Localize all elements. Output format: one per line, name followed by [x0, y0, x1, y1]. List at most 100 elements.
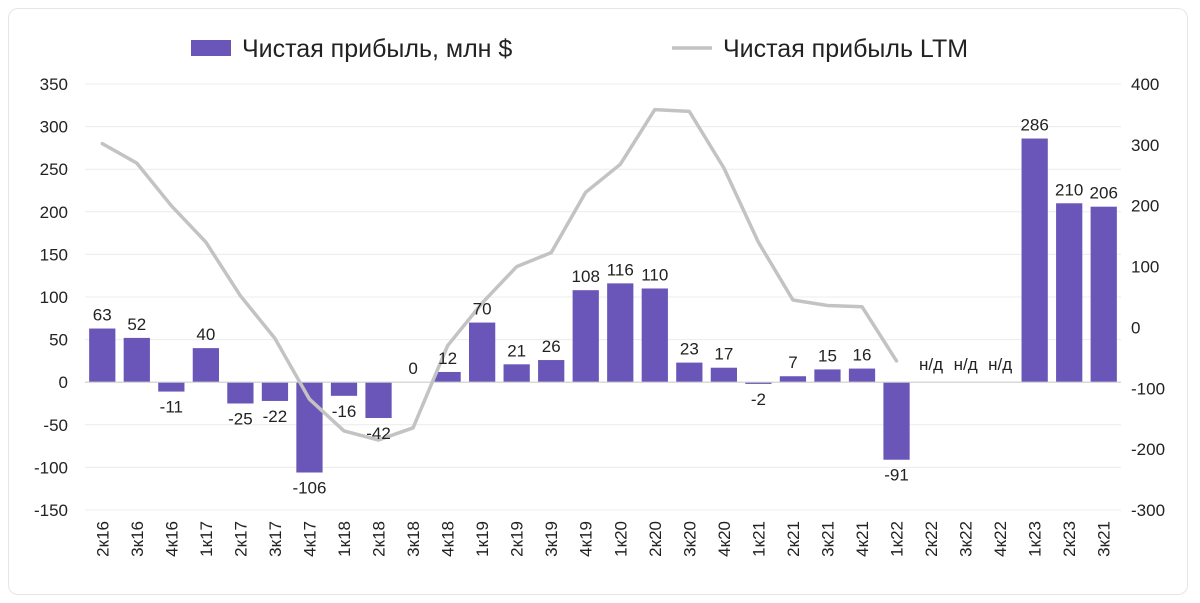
- bar: [745, 382, 772, 384]
- bar: [1090, 206, 1117, 383]
- x-tick-label: 4к18: [439, 521, 458, 557]
- x-tick-label: 4к20: [715, 521, 734, 557]
- bar: [365, 382, 392, 418]
- legend-label-bar: Чистая прибыль, млн $: [242, 35, 512, 63]
- bar: [330, 382, 358, 396]
- y-left-tick-label: 50: [49, 331, 68, 350]
- x-tick-label: 3к20: [680, 521, 699, 557]
- y-left-tick-label: -100: [34, 458, 68, 477]
- x-tick-label: 4к22: [991, 521, 1010, 557]
- y-right-tick-label: -200: [1131, 440, 1165, 459]
- x-tick-label: 2к19: [508, 521, 527, 557]
- y-right-tick-label: 400: [1131, 75, 1159, 94]
- x-tick-label: 2к23: [1060, 521, 1079, 557]
- data-label: 40: [196, 325, 215, 344]
- x-tick-label: 2к17: [231, 521, 250, 557]
- data-label: н/д: [954, 355, 978, 374]
- x-tick-label: 2к18: [370, 521, 389, 557]
- data-label: -2: [751, 390, 766, 409]
- data-label: -11: [160, 398, 183, 417]
- y-left-tick-label: -150: [34, 501, 68, 520]
- bar: [123, 337, 150, 383]
- ltm-line: [100, 107, 899, 442]
- bar: [641, 288, 668, 383]
- x-tick-label: 2к20: [646, 521, 665, 557]
- y-left-tick-label: -50: [43, 416, 68, 435]
- bar: [814, 369, 841, 383]
- data-label: -91: [884, 466, 909, 485]
- y-left-tick-label: 200: [40, 203, 68, 222]
- data-label: 116: [607, 260, 634, 279]
- data-label: 210: [1055, 180, 1083, 199]
- data-label: -42: [366, 424, 391, 443]
- data-label: 23: [680, 340, 699, 359]
- data-label: 21: [507, 341, 526, 360]
- data-label: н/д: [988, 355, 1012, 374]
- data-label: -106: [292, 479, 326, 498]
- data-label: 16: [853, 346, 872, 365]
- x-tick-label: 2к22: [922, 521, 941, 557]
- x-tick-label: 2к21: [784, 521, 803, 557]
- x-tick-label: 3к18: [404, 521, 423, 557]
- x-tick-label: 1к17: [197, 521, 216, 557]
- bar: [1021, 138, 1048, 383]
- bar: [192, 348, 219, 383]
- y-left-tick-label: 300: [40, 118, 68, 137]
- bar: [227, 382, 254, 404]
- x-tick-label: 4к19: [577, 521, 596, 557]
- data-label: -16: [332, 402, 357, 421]
- x-tick-label: 4к21: [853, 521, 872, 557]
- data-label: 286: [1020, 116, 1048, 135]
- bar: [261, 382, 289, 401]
- data-label: н/д: [919, 355, 943, 374]
- data-label: -22: [263, 407, 288, 426]
- x-tick-label: 4к17: [300, 521, 319, 557]
- bar: [158, 382, 185, 392]
- bar: [1056, 203, 1083, 383]
- x-tick-label: 1к21: [749, 521, 768, 557]
- data-label: 17: [714, 345, 733, 364]
- bar: [469, 322, 496, 383]
- bar: [779, 376, 807, 383]
- data-label: 110: [641, 265, 668, 284]
- y-right-tick-label: 200: [1131, 197, 1159, 216]
- bar: [607, 283, 634, 383]
- y-left-tick-label: 250: [40, 160, 68, 179]
- y-left-tick-label: 350: [40, 75, 68, 94]
- x-tick-label: 2к16: [93, 521, 112, 557]
- x-tick-label: 3к16: [128, 521, 147, 557]
- y-right-tick-label: 300: [1131, 136, 1159, 155]
- y-right-tick-label: 0: [1131, 318, 1140, 337]
- data-label: 7: [788, 353, 797, 372]
- x-tick-label: 3к22: [957, 521, 976, 557]
- bar: [538, 360, 565, 383]
- x-tick-label: 1к18: [335, 521, 354, 557]
- x-tick-label: 3к21: [818, 521, 837, 557]
- y-left-tick-label: 100: [40, 288, 68, 307]
- data-label: 26: [542, 337, 561, 356]
- data-label: -25: [228, 410, 253, 429]
- bar: [710, 367, 737, 383]
- x-tick-label: 3к21: [1095, 521, 1114, 557]
- x-tick-label: 4к16: [162, 521, 181, 557]
- y-right-tick-label: 100: [1131, 258, 1159, 277]
- y-right-tick-label: -100: [1131, 379, 1165, 398]
- y-left-tick-label: 150: [40, 245, 68, 264]
- y-right-tick-label: -300: [1131, 501, 1165, 520]
- bar: [883, 382, 910, 460]
- bar: [89, 328, 116, 383]
- data-label: 206: [1090, 184, 1118, 203]
- bar: [676, 362, 703, 383]
- data-label: 70: [473, 300, 492, 319]
- y-left-tick-label: 0: [59, 373, 68, 392]
- x-tick-label: 1к19: [473, 521, 492, 557]
- x-tick-label: 3к19: [542, 521, 561, 557]
- bar: [434, 371, 461, 383]
- data-label: 108: [572, 267, 600, 286]
- bar: [572, 290, 599, 383]
- data-label: 12: [438, 349, 457, 368]
- data-label: 52: [127, 315, 146, 334]
- x-tick-label: 1к22: [888, 521, 907, 557]
- data-label: 0: [408, 359, 417, 378]
